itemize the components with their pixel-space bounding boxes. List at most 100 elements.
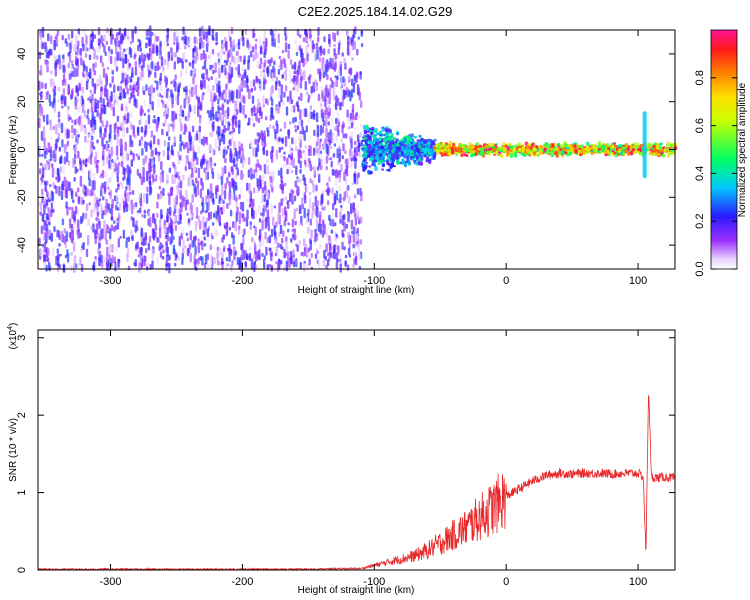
spectrogram-cell bbox=[79, 47, 82, 56]
spectrogram-cell bbox=[143, 193, 146, 203]
spectrogram-cell bbox=[307, 163, 310, 168]
spectrogram-cell bbox=[348, 241, 351, 249]
spectrogram-cell bbox=[177, 58, 181, 63]
spectrogram-cell bbox=[47, 142, 50, 148]
spectrogram-cell bbox=[168, 167, 172, 174]
spectrogram-cell bbox=[50, 70, 53, 75]
spectrogram-cell bbox=[224, 225, 227, 230]
spectrogram-cell bbox=[207, 84, 210, 93]
spectrogram-cell bbox=[291, 64, 294, 70]
spectrogram-cell bbox=[236, 168, 239, 172]
spectrogram-cell bbox=[406, 158, 410, 161]
spectrogram-cell bbox=[282, 230, 285, 238]
spectrogram-cell bbox=[63, 176, 66, 188]
spectrogram-cell bbox=[294, 220, 297, 226]
spectrogram-cell bbox=[310, 229, 313, 239]
spectrogram-cell bbox=[148, 124, 151, 129]
spectrogram-cell bbox=[230, 26, 234, 35]
spectrogram-cell bbox=[228, 131, 232, 135]
spectrogram-cell bbox=[239, 96, 243, 103]
spectrogram-cell bbox=[126, 173, 130, 184]
spectrogram-cell bbox=[354, 158, 357, 170]
spectrogram-cell bbox=[94, 102, 97, 113]
spectrogram-cell bbox=[256, 132, 260, 137]
spectrogram-cell bbox=[119, 48, 122, 58]
spectrogram-cell bbox=[268, 263, 272, 268]
spectrogram-cell bbox=[185, 85, 188, 92]
spectrogram-cell bbox=[325, 264, 328, 270]
spectrogram-cell bbox=[331, 132, 334, 143]
spectrogram-cell bbox=[69, 73, 72, 80]
spectrogram-cell bbox=[273, 67, 276, 78]
spectrogram-cell bbox=[106, 120, 109, 128]
spectrogram-cell bbox=[373, 130, 377, 134]
spectrogram-cell bbox=[116, 217, 119, 222]
spectrogram-cell bbox=[328, 139, 331, 146]
spectrogram-cell bbox=[224, 165, 227, 175]
spectrogram-cell bbox=[240, 80, 243, 89]
spectrogram-cell bbox=[303, 192, 306, 201]
spectrogram-cell bbox=[292, 117, 295, 124]
spectrogram-cell bbox=[329, 218, 332, 226]
spectrogram-cell bbox=[145, 170, 149, 182]
spectrogram-cell bbox=[143, 214, 146, 219]
spectrogram-cell bbox=[339, 263, 342, 273]
spectrogram-cell bbox=[53, 39, 56, 51]
spectrogram-cell bbox=[134, 202, 138, 208]
spectrogram-cell bbox=[152, 87, 156, 93]
spectrogram-cell bbox=[319, 244, 322, 250]
spectrogram-cell bbox=[151, 181, 154, 185]
spectrogram-cell bbox=[137, 76, 140, 83]
spectrogram-cell bbox=[147, 242, 151, 251]
spectrogram-cell bbox=[194, 221, 198, 232]
spectrogram-cell bbox=[339, 218, 342, 224]
spectrogram-cell bbox=[264, 79, 267, 85]
spectrogram-cell bbox=[588, 147, 593, 150]
spectrogram-cell bbox=[246, 122, 250, 126]
spectrogram-cell bbox=[164, 118, 167, 125]
spectrogram-cell bbox=[343, 171, 346, 182]
spectrogram-cell bbox=[45, 227, 48, 238]
spectrogram-cell bbox=[266, 209, 270, 219]
spectrogram-cell bbox=[285, 210, 288, 222]
spectrogram-cell bbox=[172, 244, 176, 255]
spectrogram-cell bbox=[61, 34, 64, 41]
spectrogram-cell bbox=[80, 247, 83, 254]
spectrogram-cell bbox=[253, 112, 256, 117]
spectrogram-cell bbox=[284, 196, 288, 201]
spectrogram-cell bbox=[73, 221, 77, 230]
spectrogram-cell bbox=[200, 79, 203, 88]
spectrogram-cell bbox=[340, 204, 343, 209]
spectrogram-cell bbox=[244, 260, 247, 267]
spectrogram-cell bbox=[418, 134, 422, 138]
spectrogram-cell bbox=[89, 155, 93, 165]
spectrogram-cell bbox=[44, 41, 47, 50]
spectrogram-cell bbox=[145, 29, 148, 37]
spectrogram-cell bbox=[372, 144, 376, 147]
spectrogram-cell bbox=[255, 150, 258, 157]
spectrogram-cell bbox=[147, 108, 150, 113]
spectrogram-cell bbox=[210, 253, 213, 264]
spectrogram-cell bbox=[52, 181, 55, 188]
spectrogram-cell bbox=[345, 187, 348, 198]
spectrogram-cell bbox=[335, 169, 338, 179]
spectrogram-cell bbox=[234, 220, 237, 232]
spectrogram-cell bbox=[138, 261, 141, 273]
spectrogram-cell bbox=[259, 107, 262, 117]
spectrogram-cell bbox=[130, 199, 133, 205]
spectrogram-cell bbox=[307, 208, 310, 216]
spectrogram-cell bbox=[43, 220, 46, 231]
spectrogram-cell bbox=[265, 188, 269, 193]
spectrogram-cell bbox=[210, 232, 213, 238]
spectrogram-cell bbox=[299, 130, 302, 135]
spectrogram-cell bbox=[475, 142, 479, 146]
spectrogram-cell bbox=[105, 172, 108, 178]
spectrogram-cell bbox=[273, 205, 277, 209]
spectrogram-cell bbox=[141, 139, 144, 147]
spectrogram-cell bbox=[307, 148, 311, 156]
spectrogram-cell bbox=[353, 248, 357, 257]
spectrogram-cell bbox=[235, 66, 238, 71]
spectrogram-cell bbox=[225, 40, 228, 51]
spectrogram-cell bbox=[151, 248, 154, 260]
spectrogram-cell bbox=[170, 80, 173, 85]
